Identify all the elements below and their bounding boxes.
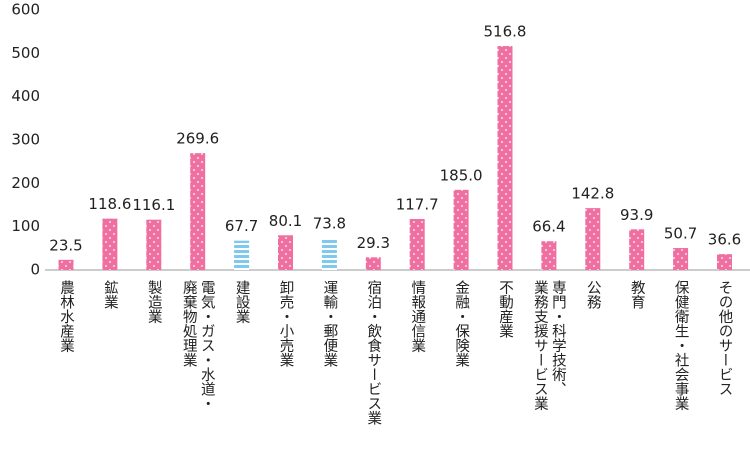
- bar: [190, 153, 206, 270]
- y-tick-label: 0: [30, 261, 40, 279]
- bar: [541, 241, 557, 270]
- bar: [278, 235, 293, 270]
- x-tick-label: 鉱業: [101, 280, 118, 309]
- x-tick-label: 運輸・郵便業: [321, 280, 338, 367]
- x-tick-label: 電気・ガス・水道・ 廃棄物処理業: [180, 280, 215, 411]
- bar: [102, 218, 118, 270]
- value-label: 29.3: [357, 234, 390, 252]
- x-tick-label: 宿泊・飲食サービス業: [365, 280, 382, 425]
- x-tick-label: 農林水産業: [58, 280, 74, 353]
- value-label: 118.6: [88, 195, 131, 213]
- value-label: 50.7: [664, 225, 697, 243]
- value-label: 36.6: [708, 231, 741, 249]
- value-label: 516.8: [484, 23, 527, 41]
- x-tick-label: その他のサービス: [716, 280, 733, 396]
- bar: [409, 218, 425, 270]
- y-tick-label: 400: [11, 87, 40, 105]
- bar: [321, 238, 337, 270]
- y-tick-label: 300: [11, 131, 40, 149]
- value-label: 80.1: [269, 212, 302, 230]
- y-tick-label: 200: [11, 174, 40, 192]
- value-label: 66.4: [532, 218, 565, 236]
- x-tick-label: 金融・保険業: [453, 280, 470, 367]
- y-tick-label: 600: [11, 1, 40, 19]
- value-label: 67.7: [225, 217, 258, 235]
- bar: [453, 189, 469, 270]
- x-tick-label: 製造業: [145, 280, 162, 324]
- bar: [497, 46, 513, 271]
- value-label: 116.1: [132, 196, 175, 214]
- value-label: 117.7: [396, 195, 439, 213]
- bar: [629, 229, 645, 270]
- x-tick-label: 保健衛生・社会事業: [672, 280, 689, 411]
- value-label: 142.8: [571, 185, 614, 203]
- value-label: 23.5: [49, 236, 82, 254]
- value-label: 269.6: [176, 130, 219, 148]
- x-tick-label: 卸売・小売業: [277, 280, 294, 367]
- x-tick-label: 不動産業: [497, 280, 513, 338]
- x-tick-label: 建設業: [233, 280, 250, 324]
- bar: [717, 254, 732, 270]
- bar: [146, 219, 162, 270]
- y-tick-label: 500: [11, 44, 40, 62]
- x-tick-label: 情報通信業: [409, 280, 426, 353]
- x-tick-label: 専門・科学技術、 業務支援サービス業: [531, 280, 566, 411]
- x-tick-label: 公務: [584, 280, 601, 309]
- bar: [58, 259, 74, 270]
- bar: [673, 248, 689, 270]
- value-label: 185.0: [440, 166, 483, 184]
- bar: [234, 240, 250, 270]
- y-tick-label: 100: [11, 217, 40, 235]
- bar: [585, 208, 601, 270]
- value-label: 93.9: [620, 206, 653, 224]
- bar: [365, 257, 381, 270]
- value-label: 73.8: [313, 215, 346, 233]
- x-tick-label: 教育: [628, 280, 645, 309]
